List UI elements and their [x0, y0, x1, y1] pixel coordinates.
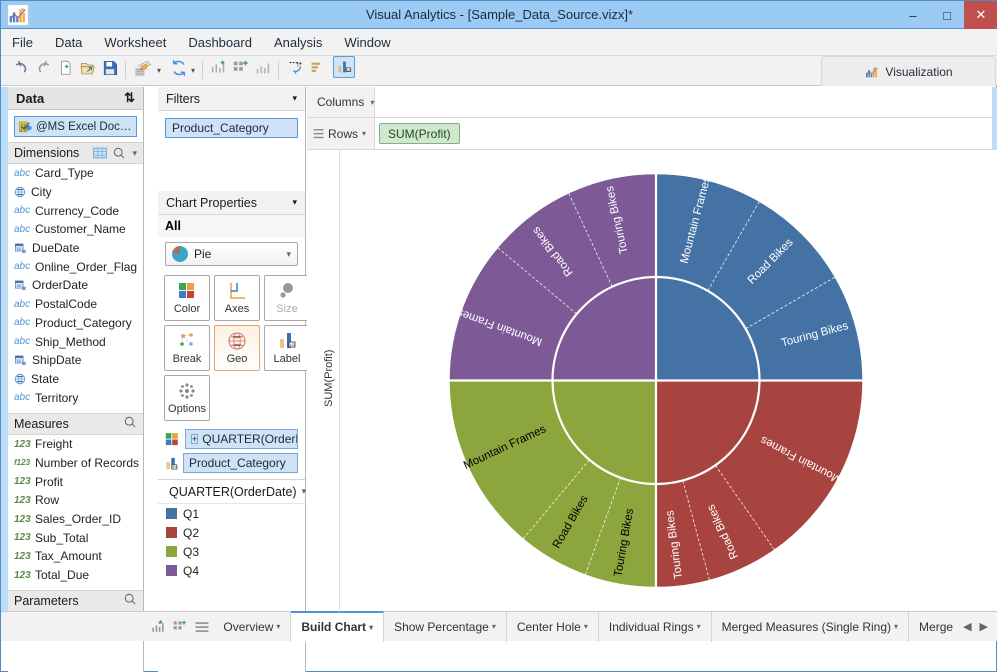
svg-text:LO: LO [347, 68, 352, 72]
svg-text:LO: LO [290, 343, 295, 347]
svg-text:LO: LO [173, 465, 178, 469]
